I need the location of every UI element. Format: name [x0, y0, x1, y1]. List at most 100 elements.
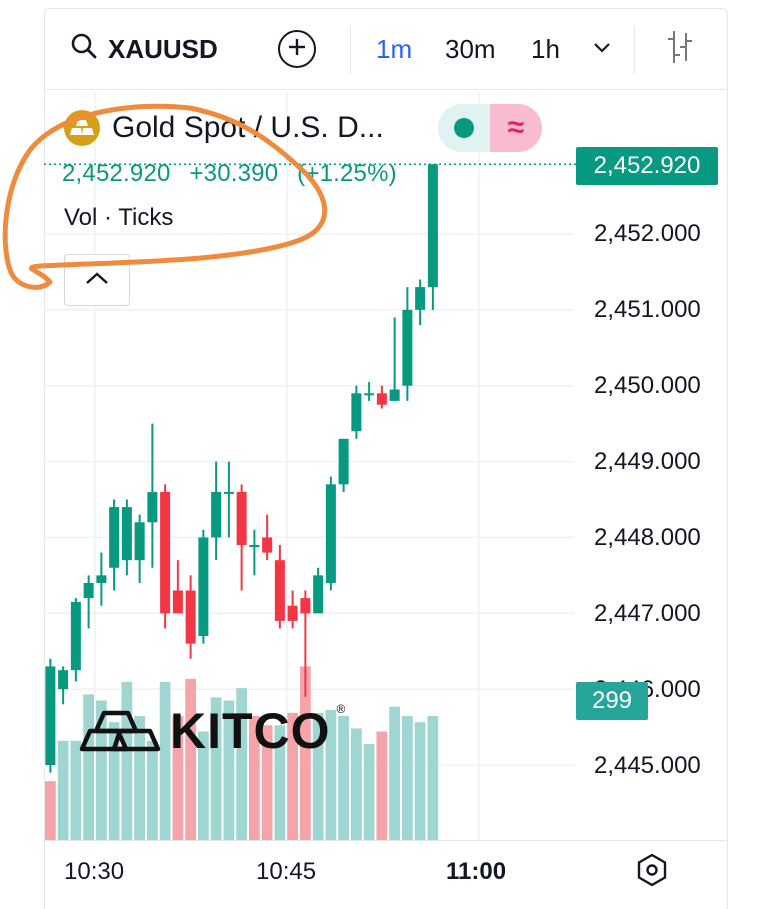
volume-bar: [261, 725, 273, 840]
bar-chart-icon: [664, 27, 696, 72]
volume-bar: [427, 716, 439, 840]
last-price: 2,452.920: [62, 160, 171, 187]
price-axis-label: 2,448.000: [594, 524, 701, 551]
volume-bar: [325, 709, 337, 840]
chevron-up-icon: [84, 270, 110, 291]
compare-symbol-button[interactable]: [278, 30, 316, 68]
candle-body: [351, 393, 362, 432]
symbol-name: XAUUSD: [108, 33, 218, 64]
candle-body: [147, 491, 158, 523]
interval-dropdown[interactable]: [592, 8, 612, 90]
candle-body: [211, 491, 222, 538]
time-axis-label: 11:00: [446, 858, 507, 885]
volume-bar: [96, 700, 107, 840]
time-axis[interactable]: [44, 840, 726, 901]
volume-bar: [198, 731, 209, 840]
candle-body: [262, 537, 273, 553]
price-change-percent: (+1.25%): [297, 160, 397, 187]
candle-body: [427, 164, 438, 288]
candle-body: [172, 590, 183, 614]
volume-indicator-label[interactable]: Vol · Ticks: [64, 204, 174, 231]
candle-body: [415, 287, 426, 310]
gold-bars-icon: [64, 110, 100, 146]
candle-body: [121, 507, 132, 561]
status-dot-icon: [454, 118, 474, 138]
volume-bar: [363, 743, 375, 840]
delayed-data-icon: ≈: [490, 104, 542, 152]
kitco-watermark: KITCO ®: [76, 702, 345, 759]
volume-bar: [287, 712, 298, 840]
price-axis-label: 2,449.000: [594, 448, 701, 475]
candle-body: [223, 491, 234, 494]
legend-price-line: 2,452.920 +30.390 (+1.25%): [62, 160, 409, 188]
volume-bar: [159, 681, 171, 840]
candle-body: [313, 575, 324, 614]
volume-bar: [108, 722, 120, 840]
market-status-pill[interactable]: ≈: [438, 104, 542, 152]
current-price-tag: 2,452.920: [576, 147, 718, 185]
volume-bar: [70, 740, 82, 840]
candle-body: [134, 522, 145, 561]
symbol-search[interactable]: XAUUSD: [70, 8, 218, 90]
volume-bar: [389, 706, 400, 840]
volume-bar: [351, 728, 362, 840]
registered-mark: ®: [336, 702, 346, 716]
price-axis-label: 2,450.000: [594, 372, 701, 399]
chevron-down-icon: [592, 40, 612, 59]
candle-body: [338, 438, 349, 485]
volume-bar: [83, 694, 94, 840]
candle-body: [45, 666, 56, 765]
price-axis-label: 2,445.000: [594, 752, 701, 779]
symbol-legend[interactable]: Gold Spot / U.S. D...: [64, 110, 384, 146]
candle-body: [83, 582, 94, 599]
time-axis-label: 10:30: [64, 858, 125, 885]
candle-body: [236, 491, 247, 546]
volume-bar: [57, 740, 69, 840]
candle-body: [300, 598, 311, 614]
candle-body: [274, 560, 285, 621]
volume-bar: [376, 731, 388, 840]
volume-bar: [414, 722, 426, 840]
kitco-logo-icon: [79, 710, 161, 752]
candle-body: [249, 545, 260, 548]
price-axis-label: 2,452.000: [594, 220, 701, 247]
candle-body: [185, 590, 196, 644]
chart-toolbar: XAUUSD 1m 30m 1h: [44, 8, 726, 90]
chart-settings-button[interactable]: [634, 852, 670, 893]
volume-bar: [210, 697, 222, 840]
candle-body: [160, 491, 171, 614]
market-open-indicator: [438, 104, 490, 152]
price-change: +30.390: [189, 160, 279, 187]
kitco-wordmark: KITCO: [170, 703, 331, 759]
toolbar-divider: [350, 26, 351, 74]
interval-30m[interactable]: 30m: [445, 33, 496, 64]
price-axis-label: 2,451.000: [594, 296, 701, 323]
candle-body: [287, 605, 298, 621]
volume-bar: [172, 716, 184, 840]
candle-body: [58, 670, 69, 690]
candle-body: [402, 309, 413, 386]
volume-value-tag: 299: [576, 682, 648, 720]
candle-body: [389, 389, 400, 401]
volume-bar: [236, 688, 247, 840]
volume-bar: [134, 716, 145, 840]
volume-bar: [300, 666, 311, 840]
time-axis-label: 10:45: [256, 858, 317, 885]
toolbar-divider: [634, 26, 635, 74]
collapse-legend-button[interactable]: [64, 254, 130, 306]
volume-bar: [45, 781, 56, 840]
candle-body: [376, 393, 387, 405]
volume-bar: [249, 716, 260, 840]
candle-body: [325, 484, 336, 583]
candle-body: [198, 537, 209, 637]
volume-bar: [121, 681, 133, 840]
interval-1h[interactable]: 1h: [531, 33, 560, 64]
volume-bar: [338, 716, 349, 840]
symbol-description: Gold Spot / U.S. D...: [112, 111, 384, 144]
volume-bar: [402, 716, 413, 840]
interval-1m[interactable]: 1m: [376, 33, 413, 64]
chart-type-button[interactable]: [664, 8, 696, 90]
plus-icon: [287, 37, 307, 62]
volume-bar: [223, 700, 235, 840]
candle-body: [109, 507, 120, 568]
